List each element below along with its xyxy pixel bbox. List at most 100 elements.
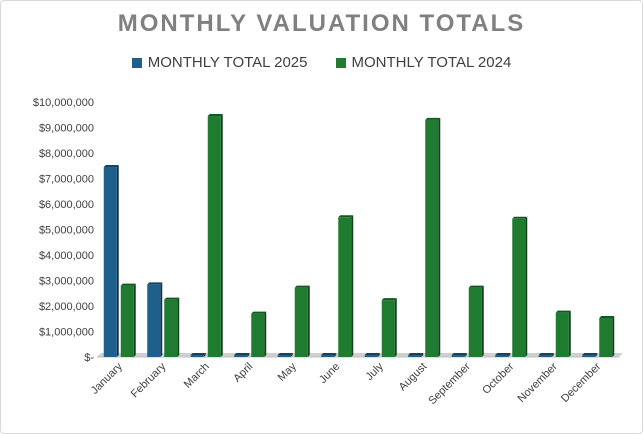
plot-floor [97, 353, 623, 357]
bar-side [551, 353, 554, 357]
bar-top [451, 353, 467, 355]
bar-side [508, 353, 511, 357]
bar-top [164, 297, 180, 300]
bar-top [190, 353, 206, 355]
x-tick-label: June [317, 361, 342, 386]
bar-side [177, 297, 180, 357]
bar-2025 [538, 355, 552, 357]
bar-side [290, 353, 293, 357]
bar-2025 [364, 355, 378, 357]
bar-top [207, 114, 223, 117]
legend-swatch-2024 [335, 57, 346, 68]
bar-2024 [207, 116, 221, 358]
y-tick-label: $- [84, 352, 94, 364]
bar-side [203, 353, 206, 357]
y-tick-label: $1,000,000 [39, 327, 94, 339]
bar-top [599, 315, 615, 318]
bar-2025 [234, 355, 248, 357]
bar-side [421, 353, 424, 357]
bar-2024 [120, 285, 134, 357]
bar-top [468, 285, 484, 288]
y-tick-label: $10,000,000 [33, 97, 94, 109]
bar-side [307, 285, 310, 357]
y-tick-label: $3,000,000 [39, 276, 94, 288]
y-tick-label: $7,000,000 [39, 174, 94, 186]
bar-side [612, 315, 615, 357]
bar-side [525, 216, 528, 357]
bar-side [568, 310, 571, 357]
bar-2025 [408, 355, 422, 357]
bar-2024 [468, 287, 482, 357]
bar-top [381, 298, 397, 301]
x-tick-label: February [129, 360, 169, 400]
y-tick-label: $5,000,000 [39, 225, 94, 237]
bar-2024 [512, 218, 526, 357]
bar-top [147, 282, 163, 285]
bar-side [116, 165, 119, 357]
legend-label-2025: MONTHLY TOTAL 2025 [147, 54, 308, 71]
bar-2024 [338, 217, 352, 357]
bar-2024 [294, 287, 308, 357]
bar-side [481, 285, 484, 357]
y-tick-label: $8,000,000 [39, 148, 94, 160]
x-tick-label: December [559, 360, 604, 405]
bar-top [251, 311, 267, 314]
bar-side [464, 353, 467, 357]
bar-2024 [164, 299, 178, 357]
y-tick-label: $2,000,000 [39, 301, 94, 313]
legend-item-2025: MONTHLY TOTAL 2025 [131, 54, 308, 71]
bar-top [555, 310, 571, 313]
bar-top [294, 285, 310, 288]
bar-top [277, 353, 293, 355]
x-tick-label: August [397, 361, 430, 394]
chart-title: MONTHLY VALUATION TOTALS [117, 10, 526, 37]
y-tick-label: $9,000,000 [39, 123, 94, 135]
x-tick-label: September [426, 360, 473, 407]
bar-side [247, 353, 250, 357]
legend-label-2024: MONTHLY TOTAL 2024 [351, 54, 512, 71]
bar-top [408, 353, 424, 355]
x-tick-label: May [276, 360, 300, 384]
bar-side [438, 117, 441, 357]
bar-side [377, 353, 380, 357]
x-tick-label: November [516, 360, 561, 405]
bar-side [334, 353, 337, 357]
bar-top [582, 353, 598, 355]
x-tick-label: March [182, 361, 212, 391]
x-tick-label: January [89, 360, 126, 397]
bar-2025 [495, 355, 509, 357]
bar-side [595, 353, 598, 357]
legend-item-2024: MONTHLY TOTAL 2024 [335, 54, 512, 71]
bar-top [512, 216, 528, 219]
x-tick-label: July [364, 360, 387, 383]
legend-swatch-2025 [131, 57, 142, 68]
bar-2025 [190, 355, 204, 357]
bar-2025 [277, 355, 291, 357]
y-tick-label: $4,000,000 [39, 250, 94, 262]
bar-top [338, 215, 354, 218]
legend: MONTHLY TOTAL 2025 MONTHLY TOTAL 2024 [1, 54, 642, 71]
bar-side [394, 298, 397, 357]
bar-top [364, 353, 380, 355]
bar-top [321, 353, 337, 355]
bar-2024 [251, 313, 265, 357]
bar-2025 [321, 355, 335, 357]
bar-side [351, 215, 354, 357]
bar-top [103, 165, 119, 168]
bar-2024 [555, 312, 569, 357]
bar-2024 [599, 317, 613, 357]
y-tick-label: $6,000,000 [39, 199, 94, 211]
bar-2025 [451, 355, 465, 357]
bar-side [160, 282, 163, 357]
bar-top [120, 283, 136, 286]
bar-top [234, 353, 250, 355]
bar-top [425, 117, 441, 120]
bar-2025 [147, 284, 161, 357]
bar-2024 [425, 119, 439, 357]
x-tick-label: October [480, 360, 516, 396]
x-tick-label: April [231, 361, 255, 385]
bar-2025 [103, 167, 117, 357]
bar-side [133, 283, 136, 357]
